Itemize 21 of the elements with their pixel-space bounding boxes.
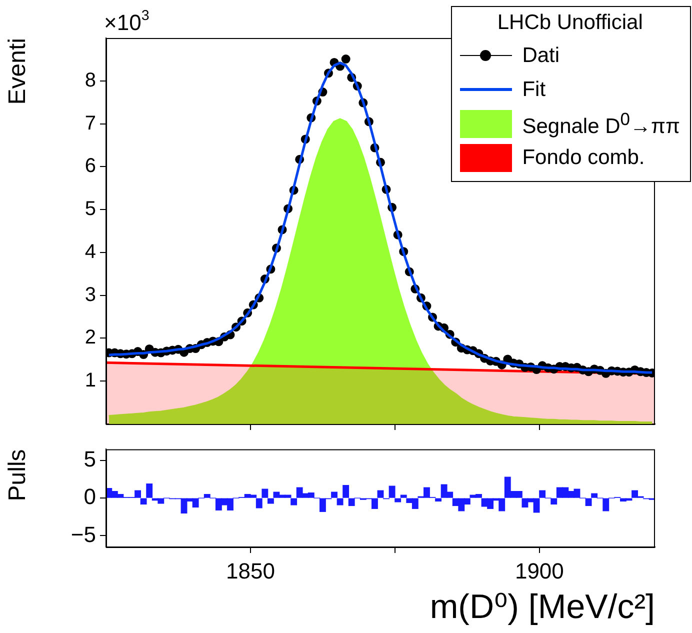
y-axis-title: Eventi [4,38,32,105]
legend-title: LHCb Unofficial [496,11,644,35]
y-axis-title: Pulls [4,449,32,502]
legend-label: Fit [522,78,546,102]
y-tick-label: 8 [84,69,96,92]
x-tick-label: 1900 [514,558,564,584]
y-tick-label: −5 [70,522,96,547]
y-tick-label: 7 [84,112,96,134]
y-tick-label: 4 [84,240,96,263]
y-tick-label: 6 [84,155,96,178]
legend-label: Dati [522,44,560,68]
x-tick-label: 1850 [226,558,275,584]
y-tick-label: 1 [84,370,96,392]
y-tick-label: 2 [84,326,96,349]
legend-label: Fondo comb. [522,146,645,170]
x-axis-title: m(D⁰) [MeV/c²] [430,588,655,626]
y-tick-label: 3 [84,284,96,306]
y-tick-label: 5 [84,446,96,472]
legend-label: Segnale D$^{0}$→ππ [522,109,680,139]
y-tick-label: 0 [84,484,96,510]
y-tick-label: 5 [84,198,96,220]
